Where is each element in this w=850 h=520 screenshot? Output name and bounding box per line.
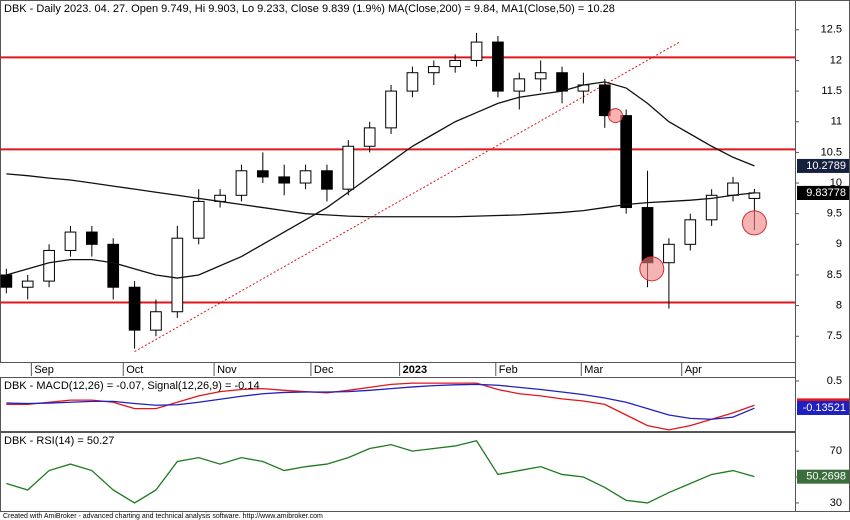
- candle-body: [620, 115, 632, 209]
- trendline: [134, 41, 680, 353]
- candle-body: [299, 170, 312, 184]
- y-tick-label: 8.5: [827, 269, 842, 281]
- x-tick-label: Mar: [584, 364, 603, 376]
- series-line: [6, 440, 755, 504]
- x-tick-label: Dec: [314, 364, 334, 376]
- candle-body: [684, 219, 697, 245]
- highlight-circle: [607, 108, 623, 124]
- last-value-label: 10.2789: [806, 160, 846, 172]
- last-value-tag: [797, 469, 849, 484]
- x-tick-label: Feb: [499, 364, 518, 376]
- last-value-tag: [797, 158, 849, 173]
- y-tick-label: 7.5: [827, 330, 842, 342]
- candle-body: [641, 207, 654, 264]
- x-tick-label: Sep: [34, 364, 54, 376]
- series-line: [6, 383, 755, 420]
- candle-body: [150, 311, 162, 331]
- candle-body: [171, 237, 184, 313]
- x-tick-label: 2023: [403, 364, 427, 376]
- candle-body: [727, 182, 739, 196]
- candle-body: [492, 41, 504, 92]
- last-value-label: -0.13521: [803, 402, 846, 414]
- y-tick-label: 12: [830, 54, 842, 66]
- highlight-circle: [741, 210, 767, 236]
- candle-body: [128, 286, 141, 331]
- candle-body: [363, 127, 376, 147]
- panel-title: DBK - Daily 2023. 04. 27. Open 9.749, Hi…: [4, 3, 615, 15]
- candle-body: [663, 243, 675, 264]
- last-value-label: 50.2698: [806, 471, 846, 483]
- x-tick-label: Oct: [126, 364, 143, 376]
- candle-body: [43, 249, 55, 282]
- candle-body: [107, 243, 120, 288]
- candle-body: [85, 231, 98, 245]
- y-tick-label: 11: [831, 116, 842, 128]
- x-tick-label: Apr: [685, 364, 702, 376]
- candle-body: [513, 78, 526, 92]
- candle-body: [64, 231, 77, 251]
- candle-body: [342, 145, 355, 190]
- last-value-label: 9.83778: [806, 187, 846, 199]
- candle-body: [192, 200, 205, 239]
- y-tick-label: 9.5: [827, 208, 842, 220]
- series-line: [6, 382, 755, 431]
- highlight-circle: [639, 256, 665, 282]
- panel-title: DBK - MACD(12,26) = -0.07, Signal(12,26,…: [4, 380, 260, 392]
- y-tick-label: 9: [836, 238, 842, 250]
- footer: Created with AmiBroker - advanced charti…: [3, 513, 323, 520]
- candle-body: [534, 72, 547, 80]
- candle-body: [385, 90, 397, 129]
- y-tick-label: 30: [830, 497, 842, 509]
- candle-body: [0, 274, 13, 288]
- candle-body: [406, 72, 419, 92]
- y-tick-label: 0.5: [827, 375, 842, 387]
- y-tick-label: 10.5: [821, 146, 842, 158]
- candle-body: [470, 41, 483, 61]
- panel-title: DBK - RSI(14) = 50.27: [4, 435, 114, 447]
- candle-body: [427, 66, 440, 74]
- last-value-tag: [797, 400, 849, 415]
- candle-body: [235, 170, 248, 196]
- last-value-tag: [797, 185, 849, 200]
- candle-body: [278, 176, 291, 184]
- candle-body: [556, 72, 568, 92]
- x-tick-label: Nov: [217, 364, 237, 376]
- y-tick-label: 70: [830, 445, 842, 457]
- candle-body: [321, 170, 333, 190]
- series-line: [6, 81, 755, 279]
- y-tick-label: 11.5: [821, 85, 842, 97]
- y-tick-label: 12.5: [821, 24, 842, 36]
- y-tick-label: 8: [836, 300, 842, 312]
- candle-body: [21, 280, 34, 288]
- series-line: [6, 173, 755, 218]
- candle-body: [705, 194, 718, 221]
- candle-body: [449, 59, 462, 68]
- candle-body: [598, 84, 611, 117]
- candle-body: [256, 170, 269, 178]
